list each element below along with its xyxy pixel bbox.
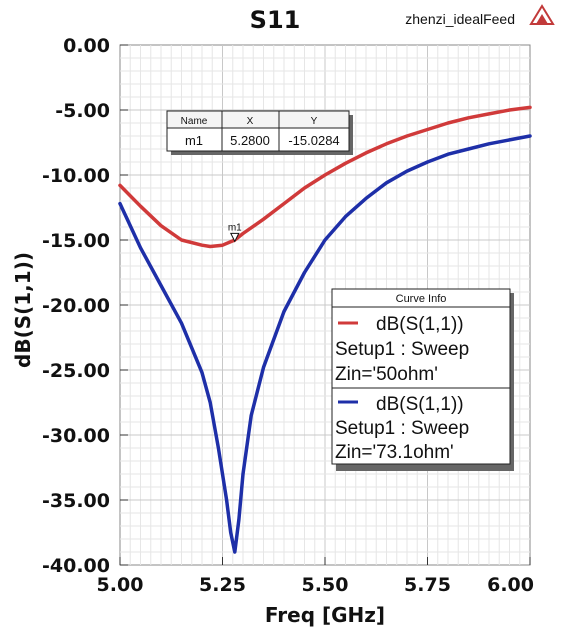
table-header-name: Name <box>181 116 208 127</box>
x-tick-labels: 5.00 5.25 5.50 5.75 6.00 <box>97 557 534 596</box>
project-name: zhenzi_idealFeed <box>405 11 515 27</box>
table-header-y: Y <box>311 116 318 127</box>
y-tick-label: -40.00 <box>42 555 110 577</box>
table-cell-name: m1 <box>185 133 203 148</box>
x-tick-label: 5.75 <box>404 574 451 596</box>
table-cell-y: -15.0284 <box>288 133 339 148</box>
y-tick-label: -20.00 <box>42 295 110 317</box>
legend-series-2-setup: Setup1 : Sweep <box>335 418 469 439</box>
legend-series-2-param: Zin='73.1ohm' <box>335 442 454 463</box>
table-header-x: X <box>247 116 254 127</box>
y-tick-label: -15.00 <box>42 230 110 252</box>
x-tick-label: 5.25 <box>199 574 246 596</box>
y-tick-label: -5.00 <box>55 100 110 122</box>
ansys-logo-icon <box>529 4 555 25</box>
legend-series-1-setup: Setup1 : Sweep <box>335 339 469 360</box>
table-cell-x: 5.2800 <box>230 133 270 148</box>
marker-label: m1 <box>228 222 242 233</box>
y-tick-label: -30.00 <box>42 425 110 447</box>
legend-entry-2[interactable]: dB(S(1,1)) Setup1 : Sweep Zin='73.1ohm' <box>335 394 469 463</box>
legend: Curve Info dB(S(1,1)) Setup1 : Sweep Zin… <box>331 288 514 471</box>
legend-series-1-name: dB(S(1,1)) <box>376 314 464 335</box>
y-tick-label: -25.00 <box>42 360 110 382</box>
series-curves <box>118 105 532 554</box>
x-tick-label: 5.00 <box>97 574 144 596</box>
legend-series-2-name: dB(S(1,1)) <box>376 394 464 415</box>
marker-m1[interactable]: m1 <box>228 222 242 243</box>
marker-triangle-icon <box>229 232 240 243</box>
y-tick-labels: 0.00 -5.00 -10.00 -15.00 -20.00 -25.00 -30.00 -… <box>42 35 128 577</box>
chart-title: S11 <box>250 6 301 34</box>
series-line-1 <box>118 105 532 249</box>
marker-table: Name X Y m1 5.2800 -15.0284 <box>166 110 353 155</box>
y-tick-label: -10.00 <box>42 165 110 187</box>
series-line-2 <box>118 134 532 554</box>
y-axis-label: dB(S(1,1)) <box>11 252 35 368</box>
y-tick-label: 0.00 <box>63 35 110 57</box>
x-tick-label: 6.00 <box>487 574 534 596</box>
legend-title: Curve Info <box>396 293 447 305</box>
legend-entry-1[interactable]: dB(S(1,1)) Setup1 : Sweep Zin='50ohm' <box>335 314 469 385</box>
x-axis-label: Freq [GHz] <box>265 603 385 627</box>
x-tick-label: 5.50 <box>302 574 349 596</box>
y-tick-label: -35.00 <box>42 490 110 512</box>
legend-series-1-param: Zin='50ohm' <box>335 364 438 385</box>
